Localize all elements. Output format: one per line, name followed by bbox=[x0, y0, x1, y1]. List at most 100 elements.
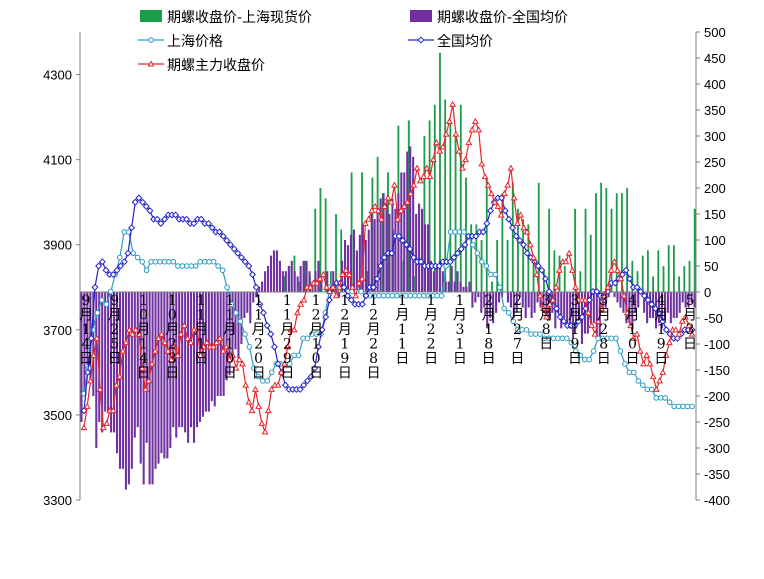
bar_nat-bar bbox=[607, 292, 610, 298]
bar_nat-bar bbox=[154, 292, 157, 469]
nat-point bbox=[142, 202, 150, 210]
fut-point bbox=[112, 381, 120, 388]
nat-point bbox=[512, 232, 520, 240]
bar_sh-bar bbox=[574, 208, 577, 292]
fut-point bbox=[365, 215, 373, 222]
nat-point bbox=[84, 368, 92, 376]
fut-point bbox=[151, 347, 159, 354]
sh-point bbox=[496, 284, 503, 291]
sh-point bbox=[684, 403, 691, 410]
bar_nat-bar bbox=[412, 156, 415, 292]
fut-point bbox=[455, 147, 463, 154]
bar_sh-bar bbox=[314, 208, 317, 292]
fut-point bbox=[316, 275, 324, 282]
fut-point bbox=[371, 202, 379, 209]
nat-point bbox=[263, 322, 271, 330]
nat-point bbox=[153, 215, 161, 223]
fut-point bbox=[520, 224, 528, 231]
nat-point bbox=[450, 253, 458, 261]
axes: 330035003700390041004300-400-350-300-250… bbox=[43, 25, 730, 508]
sh-point bbox=[121, 229, 128, 235]
sh-point bbox=[192, 263, 199, 269]
sh-point bbox=[184, 263, 190, 269]
bar_nat-bar bbox=[124, 292, 127, 490]
fut-point bbox=[630, 334, 638, 341]
nat-point bbox=[139, 198, 147, 206]
fut-point bbox=[462, 156, 470, 163]
bar_nat-bar bbox=[518, 292, 521, 298]
fut-point bbox=[543, 313, 550, 320]
right-tick-label: -150 bbox=[704, 363, 730, 378]
nat-point bbox=[380, 253, 388, 261]
fut-point bbox=[675, 330, 683, 337]
fut-point bbox=[442, 130, 450, 137]
bar_nat-bar bbox=[314, 271, 317, 292]
fut-point bbox=[264, 407, 272, 414]
fut-point bbox=[290, 326, 298, 333]
right-tick-label: 0 bbox=[704, 285, 711, 300]
sh-point bbox=[648, 386, 655, 393]
bar_nat-bar bbox=[530, 292, 533, 318]
nat-point bbox=[344, 292, 352, 300]
bar_sh-bar bbox=[465, 177, 467, 292]
fut-point bbox=[413, 164, 421, 171]
bar_sh-bar bbox=[626, 188, 629, 292]
fut-point bbox=[277, 368, 285, 375]
fut-point bbox=[433, 139, 440, 146]
nat-point bbox=[574, 317, 582, 325]
bar_nat-bar bbox=[506, 292, 509, 303]
fut-point bbox=[549, 296, 557, 303]
fut-point bbox=[585, 309, 592, 316]
fut-point bbox=[90, 351, 98, 358]
right-tick-label: -200 bbox=[704, 389, 730, 404]
nat-point bbox=[223, 236, 231, 244]
fut-point bbox=[381, 202, 389, 209]
bar_nat-bar bbox=[572, 292, 575, 339]
sh-point bbox=[577, 352, 584, 359]
nat-point bbox=[571, 322, 579, 330]
fut-point bbox=[384, 194, 392, 201]
bar_sh-bar bbox=[683, 266, 686, 292]
bar_nat-bar bbox=[453, 281, 456, 292]
nat-point bbox=[205, 219, 213, 227]
nat-point bbox=[644, 296, 652, 304]
fut-point bbox=[423, 164, 431, 171]
right-tick-label: -350 bbox=[704, 467, 730, 482]
bar_nat-bar bbox=[92, 292, 95, 396]
sh-point bbox=[134, 254, 141, 261]
left-tick-label: 3500 bbox=[43, 408, 72, 423]
fut-point bbox=[400, 202, 408, 209]
fut-point bbox=[391, 181, 398, 188]
fut-point bbox=[643, 351, 651, 358]
nat-point bbox=[479, 228, 487, 236]
bar_nat-bar bbox=[684, 292, 687, 308]
nat-point bbox=[109, 271, 117, 279]
bar_nat-bar bbox=[563, 292, 566, 318]
fut-point bbox=[261, 428, 269, 435]
bar_nat-bar bbox=[370, 214, 373, 292]
bar_nat-bar bbox=[187, 292, 190, 443]
bar_nat-bar bbox=[148, 292, 151, 485]
bar_sh-bar bbox=[387, 172, 389, 292]
fut-point bbox=[332, 292, 340, 299]
bar_sh-bar bbox=[329, 271, 332, 292]
bar_nat-bar bbox=[249, 292, 252, 324]
fut-point bbox=[536, 292, 544, 299]
bar_nat-bar bbox=[204, 292, 207, 412]
bar_sh-bar bbox=[335, 214, 337, 292]
bar_nat-bar bbox=[426, 224, 430, 292]
fut-point bbox=[161, 338, 169, 346]
nat-point bbox=[501, 207, 509, 215]
sh-point bbox=[166, 258, 172, 265]
sh-point bbox=[564, 335, 570, 342]
bar_sh-bar bbox=[543, 271, 545, 292]
sh-point bbox=[461, 229, 467, 235]
bar_nat-bar bbox=[281, 271, 284, 292]
sh-point bbox=[148, 258, 154, 265]
sh-point bbox=[680, 403, 686, 410]
